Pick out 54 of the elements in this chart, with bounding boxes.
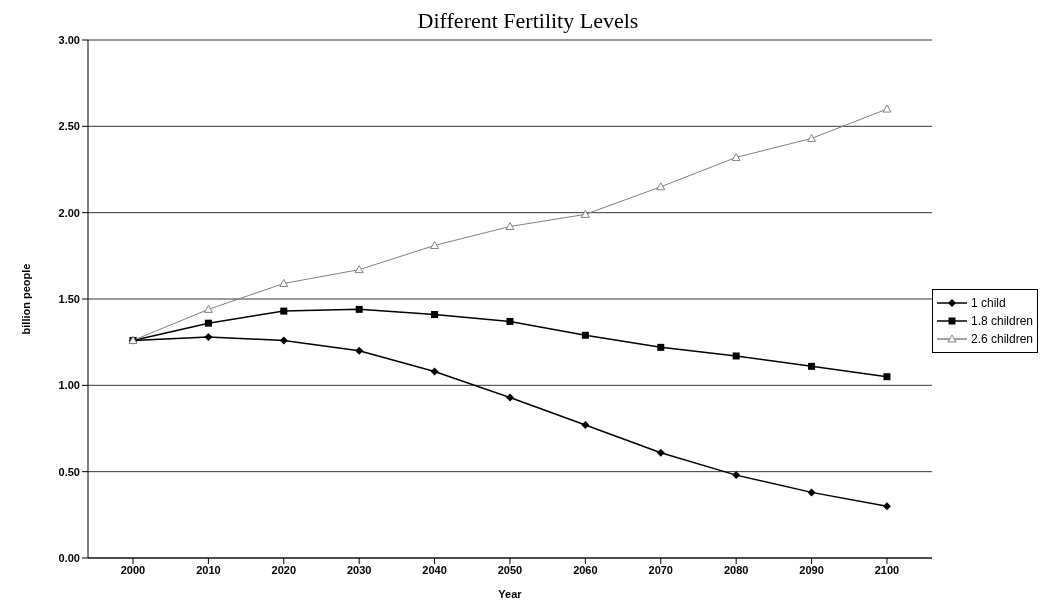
x-tick-label: 2080	[723, 563, 749, 576]
point	[355, 305, 363, 313]
point	[355, 346, 364, 355]
point	[204, 319, 212, 327]
y-tick-label: 0.50	[58, 465, 80, 478]
x-tick-label: 2090	[799, 563, 824, 576]
point	[657, 343, 665, 351]
y-tick-label: 1.50	[58, 292, 80, 305]
x-tick-label: 2040	[422, 563, 447, 576]
point	[354, 265, 364, 274]
point	[882, 104, 892, 113]
point	[656, 448, 665, 457]
x-tick-label: 2100	[874, 563, 900, 576]
point	[204, 332, 213, 341]
point	[808, 362, 816, 370]
y-axis-title: billion people	[19, 263, 32, 335]
y-tick-label: 2.50	[58, 120, 80, 133]
point	[581, 421, 590, 430]
point	[430, 240, 440, 249]
x-tick-label: 2010	[196, 563, 221, 576]
x-tick-label: 2020	[271, 563, 297, 576]
point	[807, 133, 817, 142]
point	[581, 331, 589, 339]
x-tick-label: 2060	[573, 563, 598, 576]
x-tick-label: 2000	[120, 563, 146, 576]
point	[656, 182, 666, 191]
point	[280, 307, 288, 315]
y-tick-label: 1.00	[58, 379, 80, 392]
legend-label: 2.6 children	[970, 331, 1033, 348]
point	[882, 502, 891, 511]
point	[430, 367, 439, 376]
chart-title: Different Fertility Levels	[417, 8, 639, 33]
point	[505, 221, 515, 230]
point	[505, 393, 514, 402]
point	[431, 311, 439, 319]
point	[731, 152, 741, 161]
x-tick-label: 2070	[648, 563, 674, 576]
point	[883, 373, 891, 381]
legend-label: 1 child	[970, 295, 1006, 312]
legend-label: 1.8 children	[970, 313, 1033, 330]
point	[506, 317, 514, 325]
point	[203, 304, 213, 313]
x-tick-label: 2030	[346, 563, 372, 576]
point	[279, 336, 288, 345]
point	[279, 278, 289, 287]
x-tick-label: 2050	[497, 563, 523, 576]
x-axis-title: Year	[498, 588, 523, 600]
point	[732, 352, 740, 360]
point	[580, 209, 590, 218]
point	[732, 471, 741, 480]
point	[807, 488, 816, 497]
y-tick-label: 0.00	[58, 551, 80, 564]
y-tick-label: 2.00	[58, 206, 80, 219]
y-tick-label: 3.00	[58, 33, 80, 46]
